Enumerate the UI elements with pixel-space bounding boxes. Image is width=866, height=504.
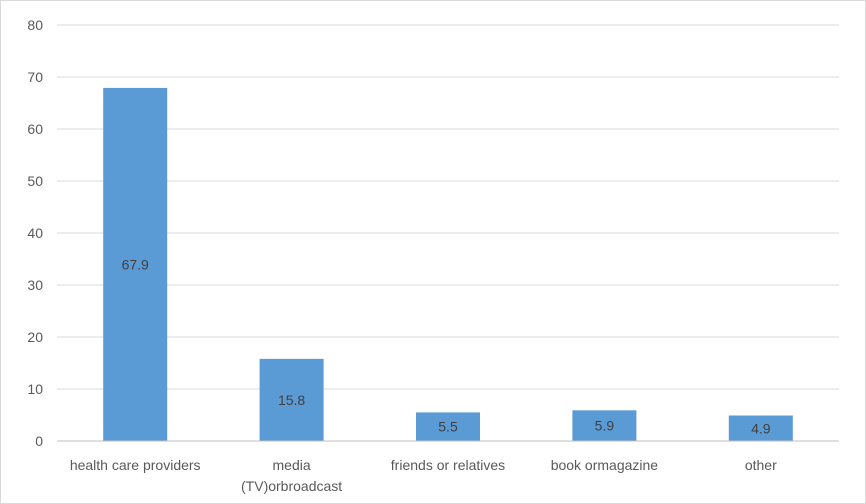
bar bbox=[728, 415, 793, 441]
y-tick-label: 30 bbox=[27, 277, 43, 293]
x-tick-label: media (TV)orbroadcast bbox=[241, 457, 342, 494]
y-tick-label: 0 bbox=[35, 433, 43, 449]
data-label: 5.5 bbox=[438, 419, 458, 435]
gridlines bbox=[57, 24, 839, 390]
y-tick-label: 60 bbox=[27, 121, 43, 137]
y-tick-label: 70 bbox=[27, 69, 43, 85]
y-axis-ticks: 0 10 20 30 40 50 60 70 80 bbox=[27, 17, 43, 449]
x-tick-label: other bbox=[745, 457, 777, 473]
y-tick-label: 20 bbox=[27, 329, 43, 345]
y-tick-label: 10 bbox=[27, 381, 43, 397]
data-label: 5.9 bbox=[595, 418, 615, 434]
y-tick-label: 80 bbox=[27, 17, 43, 33]
y-tick-label: 40 bbox=[27, 225, 43, 241]
x-tick-label: health care providers bbox=[70, 457, 201, 473]
bars bbox=[103, 87, 793, 442]
y-tick-label: 50 bbox=[27, 173, 43, 189]
x-axis-ticks: health care providers media (TV)orbroadcas… bbox=[70, 457, 777, 494]
data-label: 67.9 bbox=[122, 256, 149, 272]
bar bbox=[572, 410, 637, 441]
data-label: 4.9 bbox=[751, 420, 771, 436]
bar bbox=[103, 87, 168, 442]
bar bbox=[416, 412, 480, 441]
bar bbox=[259, 358, 324, 441]
x-tick-label: friends or relatives bbox=[391, 457, 505, 473]
data-label: 15.8 bbox=[278, 392, 305, 408]
x-tick-label: book ormagazine bbox=[551, 457, 659, 473]
data-labels: 67.9 15.8 5.5 5.9 4.9 bbox=[122, 256, 771, 436]
